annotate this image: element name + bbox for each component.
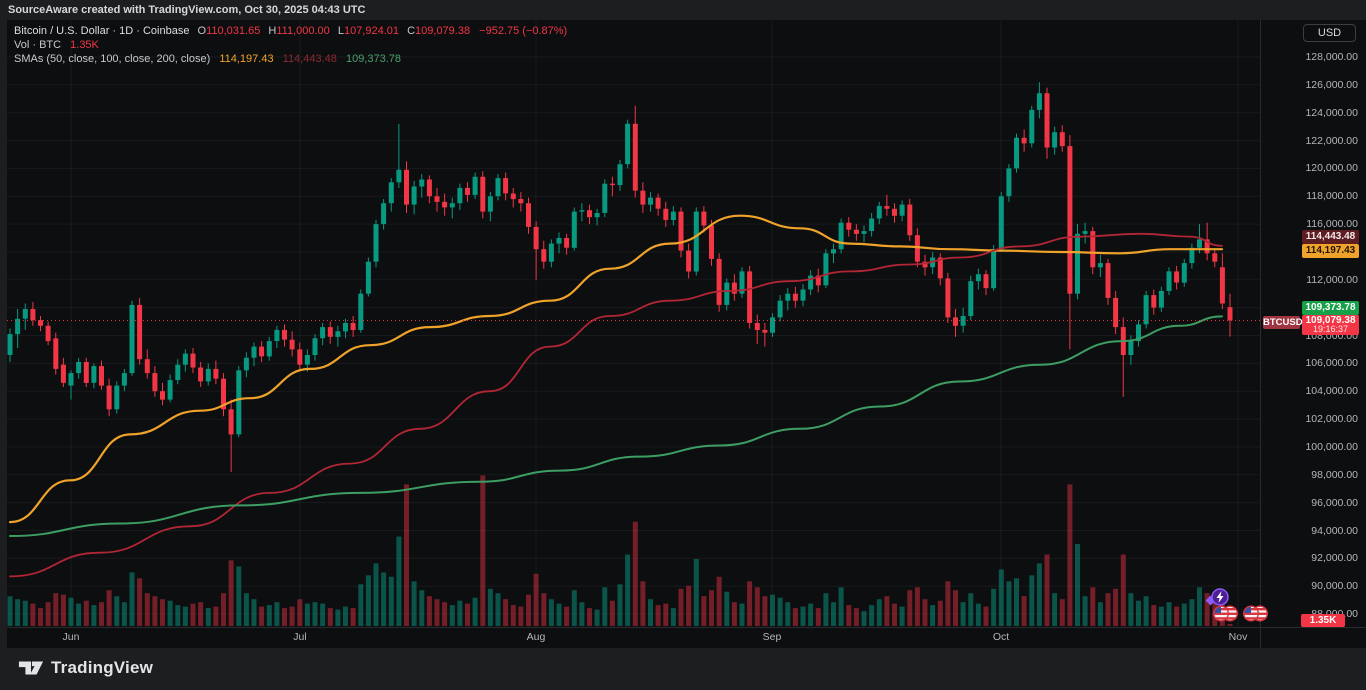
attribution-bar: SourceAware created with TradingView.com… xyxy=(0,0,1366,20)
sma200-price-badge: 109,373.78 xyxy=(1302,301,1359,315)
chart-widget[interactable]: Bitcoin / U.S. Dollar · 1D · Coinbase O1… xyxy=(0,20,1366,648)
price-tick-label: 90,000.00 xyxy=(1311,580,1358,593)
price-tick-label: 124,000.00 xyxy=(1305,106,1358,119)
high-label: H xyxy=(268,25,277,37)
sma50-price-badge: 114,197.43 xyxy=(1302,244,1359,258)
high-value: 111,000.00 xyxy=(276,25,330,37)
sma200-value: 109,373.78 xyxy=(345,53,402,65)
sma100-value: 114,443.48 xyxy=(282,53,337,65)
last-price-badge: 109,079.38 19:16:37 xyxy=(1302,315,1359,335)
legend-volume-row: Vol · BTC 1.35K xyxy=(14,38,567,52)
price-tick-label: 104,000.00 xyxy=(1305,385,1358,398)
lightning-event-icon[interactable] xyxy=(1203,586,1235,615)
chart-legend: Bitcoin / U.S. Dollar · 1D · Coinbase O1… xyxy=(14,24,567,66)
price-tick-label: 122,000.00 xyxy=(1305,134,1358,147)
close-label: C xyxy=(407,25,416,37)
open-label: O xyxy=(197,25,207,37)
price-tick-label: 112,000.00 xyxy=(1306,273,1358,286)
month-tick-label: Jul xyxy=(293,631,307,643)
low-label: L xyxy=(337,25,344,37)
close-value: 109,079.38 xyxy=(415,25,471,37)
bar-countdown: 19:16:37 xyxy=(1312,324,1349,334)
open-value: 110,031.65 xyxy=(206,25,261,37)
legend-sma-row: SMAs (50, close, 100, close, 200, close)… xyxy=(14,52,567,66)
sma-settings-label: SMAs (50, close, 100, close, 200, close) xyxy=(14,53,211,65)
price-tick-label: 118,000.00 xyxy=(1306,190,1358,203)
price-tick-label: 98,000.00 xyxy=(1311,468,1358,481)
tradingview-logo[interactable]: TradingView xyxy=(18,658,153,678)
month-tick-label: Jun xyxy=(62,631,80,643)
price-tick-label: 120,000.00 xyxy=(1305,162,1358,175)
sma100-price-badge: 114,443.48 xyxy=(1302,230,1359,244)
volume-value: 1.35K xyxy=(70,39,99,51)
price-tick-label: 96,000.00 xyxy=(1311,496,1358,509)
volume-axis-badge: 1.35K xyxy=(1301,614,1345,627)
footer-bar: TradingView xyxy=(0,648,1366,690)
price-tick-label: 94,000.00 xyxy=(1311,524,1358,537)
legend-symbol-row: Bitcoin / U.S. Dollar · 1D · Coinbase O1… xyxy=(14,24,567,38)
price-tick-label: 102,000.00 xyxy=(1305,413,1358,426)
us-flag-event-icon[interactable] xyxy=(1242,605,1270,627)
low-value: 107,924.01 xyxy=(343,25,400,37)
symbol-title: Bitcoin / U.S. Dollar · 1D · Coinbase xyxy=(14,25,190,37)
chart-canvas[interactable] xyxy=(0,20,1366,648)
price-tick-label: 92,000.00 xyxy=(1311,552,1358,565)
month-tick-label: Oct xyxy=(992,631,1010,643)
last-price-value: 109,079.38 xyxy=(1305,315,1356,326)
symbol-price-tag: BTCUSD xyxy=(1263,316,1303,329)
price-tick-label: 126,000.00 xyxy=(1305,78,1358,91)
attribution-text: SourceAware created with TradingView.com… xyxy=(8,4,366,16)
currency-usd-button[interactable]: USD xyxy=(1303,24,1356,42)
change-value: −952.75 (−0.87%) xyxy=(479,25,568,37)
price-tick-label: 116,000.00 xyxy=(1306,218,1358,231)
month-tick-label: Sep xyxy=(762,631,782,643)
tradingview-wordmark: TradingView xyxy=(51,658,154,677)
price-tick-label: 100,000.00 xyxy=(1305,440,1358,453)
volume-label: Vol · BTC xyxy=(14,39,62,51)
month-tick-label: Nov xyxy=(1228,631,1248,643)
us-flag-event-icon[interactable] xyxy=(1212,605,1240,627)
price-tick-label: 128,000.00 xyxy=(1305,51,1358,63)
tradingview-logo-icon xyxy=(18,661,44,675)
month-tick-label: Aug xyxy=(526,631,546,643)
price-tick-label: 106,000.00 xyxy=(1305,357,1358,370)
sma50-value: 114,197.43 xyxy=(219,53,274,65)
